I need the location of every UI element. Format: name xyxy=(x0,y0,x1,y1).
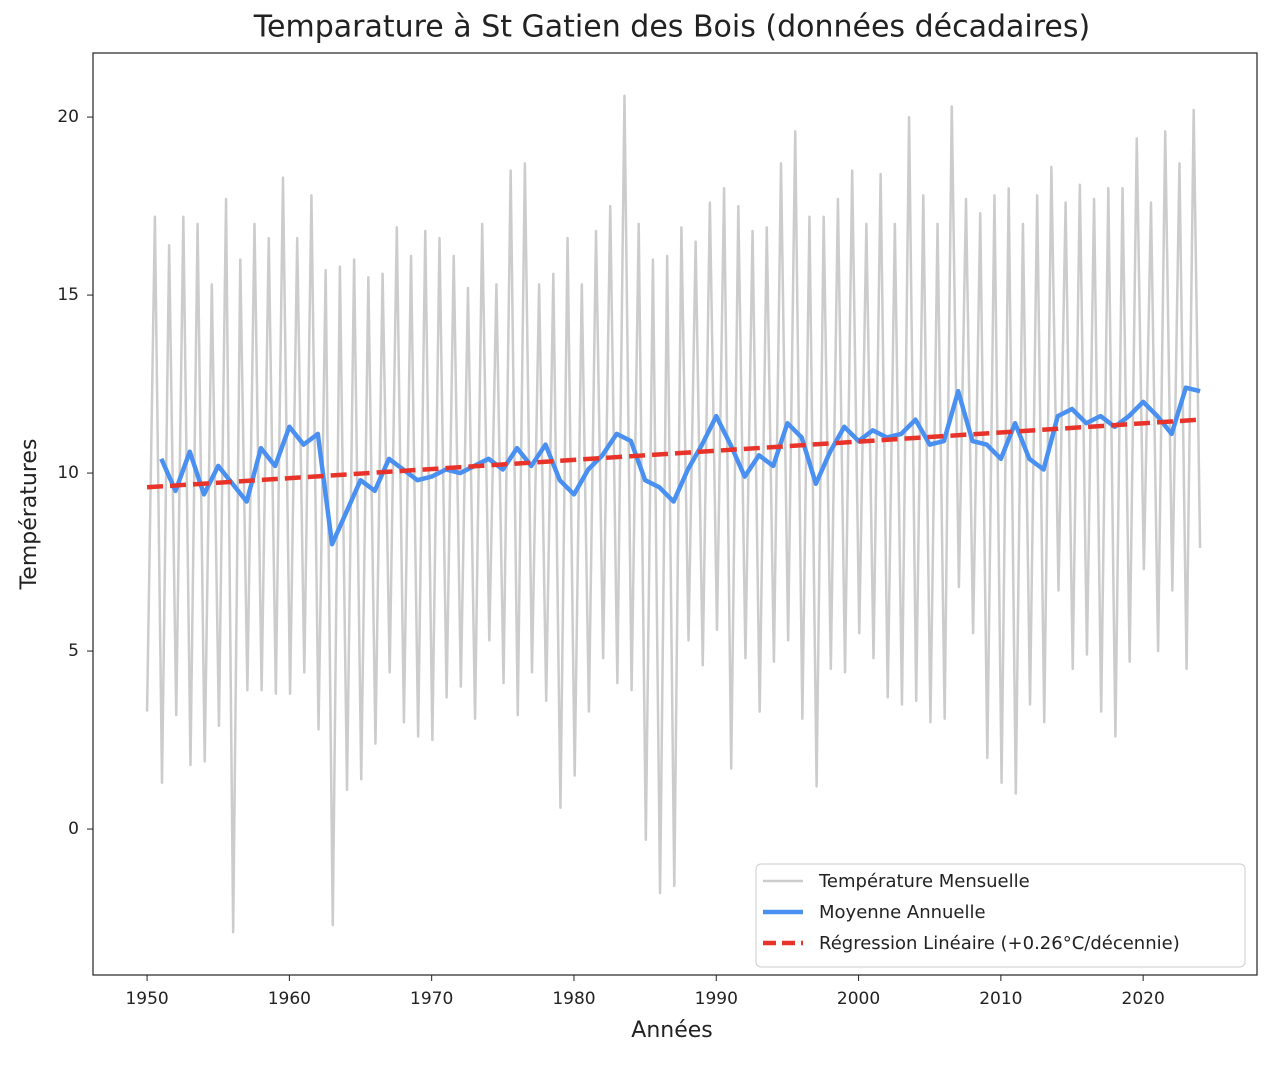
x-tick-label: 1970 xyxy=(410,989,453,1009)
x-tick-label: 2000 xyxy=(837,989,880,1009)
x-axis-label: Années xyxy=(631,1018,712,1043)
legend-label: Moyenne Annuelle xyxy=(819,902,986,923)
legend-label: Régression Linéaire (+0.26°C/décennie) xyxy=(819,933,1180,954)
y-tick-label: 20 xyxy=(57,107,79,127)
x-tick-label: 1950 xyxy=(125,989,168,1009)
y-tick-label: 10 xyxy=(57,463,79,483)
chart-title: Temparature à St Gatien des Bois (donnée… xyxy=(253,10,1090,45)
y-tick-label: 15 xyxy=(57,285,79,305)
x-tick-label: 2010 xyxy=(979,989,1022,1009)
y-axis-label: Températures xyxy=(17,439,42,591)
plot-frame xyxy=(92,52,1258,976)
series-line xyxy=(159,385,1201,547)
x-tick-label: 1990 xyxy=(695,989,738,1009)
x-tick-label: 1980 xyxy=(552,989,595,1009)
x-tick-label: 1960 xyxy=(268,989,311,1009)
legend-label: Température Mensuelle xyxy=(818,871,1030,892)
y-tick-label: 0 xyxy=(68,819,79,839)
legend-box xyxy=(755,863,1246,968)
series-line xyxy=(146,417,1201,490)
x-tick-label: 2020 xyxy=(1122,989,1165,1009)
series-line xyxy=(145,94,1202,934)
y-tick-label: 5 xyxy=(68,641,79,661)
